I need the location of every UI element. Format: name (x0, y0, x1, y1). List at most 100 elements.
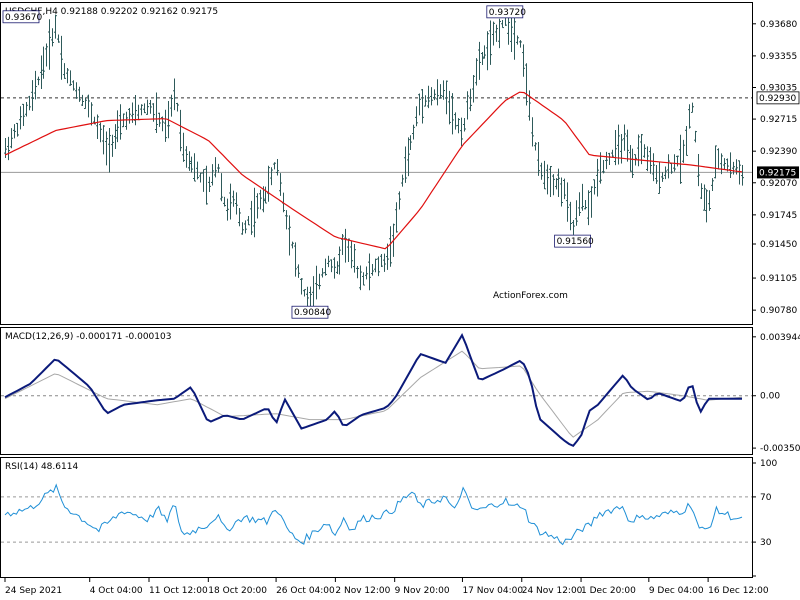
ohlc-bar (99, 122, 102, 143)
ohlc-bar (614, 130, 617, 166)
ohlc-bar (42, 46, 45, 79)
ohlc-bar (196, 161, 199, 180)
ohlc-bar (96, 114, 99, 139)
ohlc-bar (457, 118, 460, 134)
ohlc-bar (270, 167, 273, 186)
ohlc-bar (569, 201, 572, 231)
ohlc-bar (383, 253, 386, 272)
ohlc-bar (78, 86, 81, 102)
price-annotation: 0.90840 (291, 305, 331, 319)
ohlc-bar (700, 183, 703, 200)
ohlc-bar (501, 20, 504, 29)
ohlc-bar (13, 124, 16, 139)
ohlc-bar (516, 35, 519, 45)
ohlc-bar (688, 104, 691, 129)
ohlc-bar (415, 106, 418, 127)
ohlc-bar (362, 272, 365, 286)
ohlc-bar (111, 134, 114, 157)
ohlc-bar (60, 35, 63, 80)
ohlc-bar (353, 243, 356, 273)
ohlc-bar (540, 162, 543, 180)
ohlc-bar (350, 241, 353, 269)
ohlc-bar (25, 101, 28, 117)
ohlc-bar (629, 145, 632, 172)
ohlc-bar (338, 246, 341, 275)
ohlc-bar (560, 177, 563, 207)
svg-text:0.91560: 0.91560 (557, 237, 594, 247)
ohlc-bar (179, 109, 182, 152)
ohlc-bar (424, 95, 427, 107)
ohlc-bar (300, 278, 303, 295)
ohlc-bar (418, 93, 421, 116)
ohlc-bar (262, 186, 265, 213)
ohlc-bar (552, 174, 555, 196)
macd-y-tick-label: 0.003944 (760, 333, 800, 343)
ohlc-bar (697, 154, 700, 187)
ohlc-bar (398, 191, 401, 210)
ohlc-bar (54, 14, 57, 39)
ohlc-bar (646, 146, 649, 172)
ohlc-bar (291, 241, 294, 249)
price-y-tick-label: 0.91450 (760, 240, 797, 250)
ohlc-bar (395, 202, 398, 233)
ohlc-bar (685, 126, 688, 156)
rsi-y-tick-label: 100 (760, 459, 777, 469)
ohlc-bar (185, 146, 188, 168)
ohlc-bar (655, 164, 658, 184)
ohlc-bar (442, 80, 445, 100)
ohlc-bar (146, 99, 149, 115)
ohlc-bar (726, 158, 729, 172)
ohlc-bar (430, 87, 433, 106)
macd-y-tick-label: -0.003506 (760, 444, 800, 454)
ohlc-bar (475, 58, 478, 86)
ohlc-bar (735, 159, 738, 175)
ohlc-bar (519, 40, 522, 48)
ohlc-bar (149, 99, 152, 114)
ohlc-bar (566, 182, 569, 222)
ohlc-bar (28, 95, 31, 111)
x-tick-label: 11 Oct 12:00 (149, 586, 208, 596)
watermark: ActionForex.com (493, 291, 568, 301)
ohlc-bar (711, 178, 714, 191)
ohlc-bar (223, 196, 226, 207)
price-y-tick-label: 0.92070 (760, 179, 797, 189)
ohlc-bar (344, 228, 347, 263)
ohlc-bar (259, 189, 262, 210)
ohlc-bar (581, 183, 584, 211)
ohlc-bar (217, 163, 220, 173)
ohlc-bar (45, 43, 48, 67)
ohlc-bar (40, 55, 43, 90)
ohlc-bar (578, 192, 581, 216)
ohlc-bar (732, 161, 735, 175)
ohlc-bar (679, 134, 682, 184)
price-panel-title: USDCHF,H4 0.92188 0.92202 0.92162 0.9217… (5, 7, 218, 17)
ohlc-bar (623, 124, 626, 151)
ohlc-bar (128, 107, 131, 124)
svg-text:0.93670: 0.93670 (5, 13, 42, 23)
price-y-tick-label: 0.93680 (760, 20, 797, 30)
ohlc-bar (439, 84, 442, 99)
ohlc-bar (454, 112, 457, 130)
ohlc-bar (143, 103, 146, 114)
svg-text:0.92930: 0.92930 (759, 94, 796, 104)
rsi-y-tick-label: 30 (760, 538, 772, 548)
ohlc-bar (661, 172, 664, 182)
ohlc-bar (445, 80, 448, 115)
ohlc-bar (125, 111, 128, 130)
ohlc-bar (374, 258, 377, 273)
ohlc-bar (69, 70, 72, 86)
ohlc-bar (380, 253, 383, 268)
x-tick-label: 18 Oct 20:00 (208, 586, 267, 596)
price-y-tick-label: 0.93035 (760, 83, 797, 93)
ohlc-bar (365, 266, 368, 280)
ohlc-bar (57, 34, 60, 43)
ohlc-bar (16, 122, 19, 137)
ohlc-bar (495, 24, 498, 42)
ohlc-bar (404, 146, 407, 183)
ohlc-bar (741, 165, 744, 186)
ohlc-bar (463, 117, 466, 132)
ohlc-bar (720, 153, 723, 175)
ohlc-bar (460, 117, 463, 147)
ohlc-bar (250, 200, 253, 235)
ohlc-bar (386, 243, 389, 270)
